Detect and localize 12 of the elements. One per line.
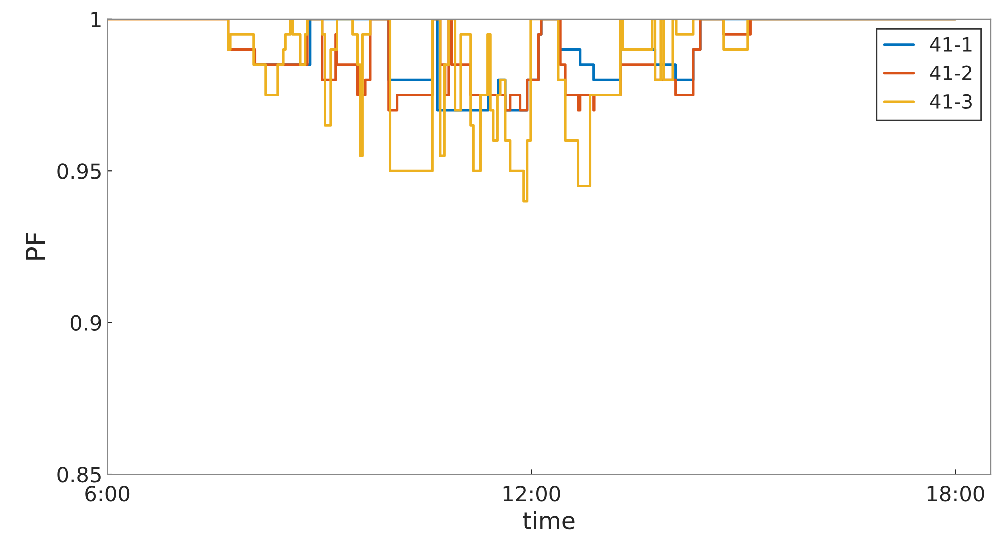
y-axis-title: PF [26, 232, 46, 260]
legend-label: 41-2 [930, 66, 972, 80]
x-tick-label: 12:00 [504, 486, 560, 502]
y-tick-label: 0.95 [58, 164, 101, 180]
y-tick-label: 1 [92, 12, 101, 28]
x-tick-label: 18:00 [928, 486, 984, 502]
x-tick-label: 6:00 [86, 486, 130, 502]
y-tick-label: 0.85 [58, 466, 101, 483]
y-tick-label: 0.9 [70, 315, 102, 332]
x-axis-title: time [523, 511, 575, 530]
legend-label: 41-1 [930, 38, 972, 52]
legend-label: 41-3 [930, 94, 972, 110]
